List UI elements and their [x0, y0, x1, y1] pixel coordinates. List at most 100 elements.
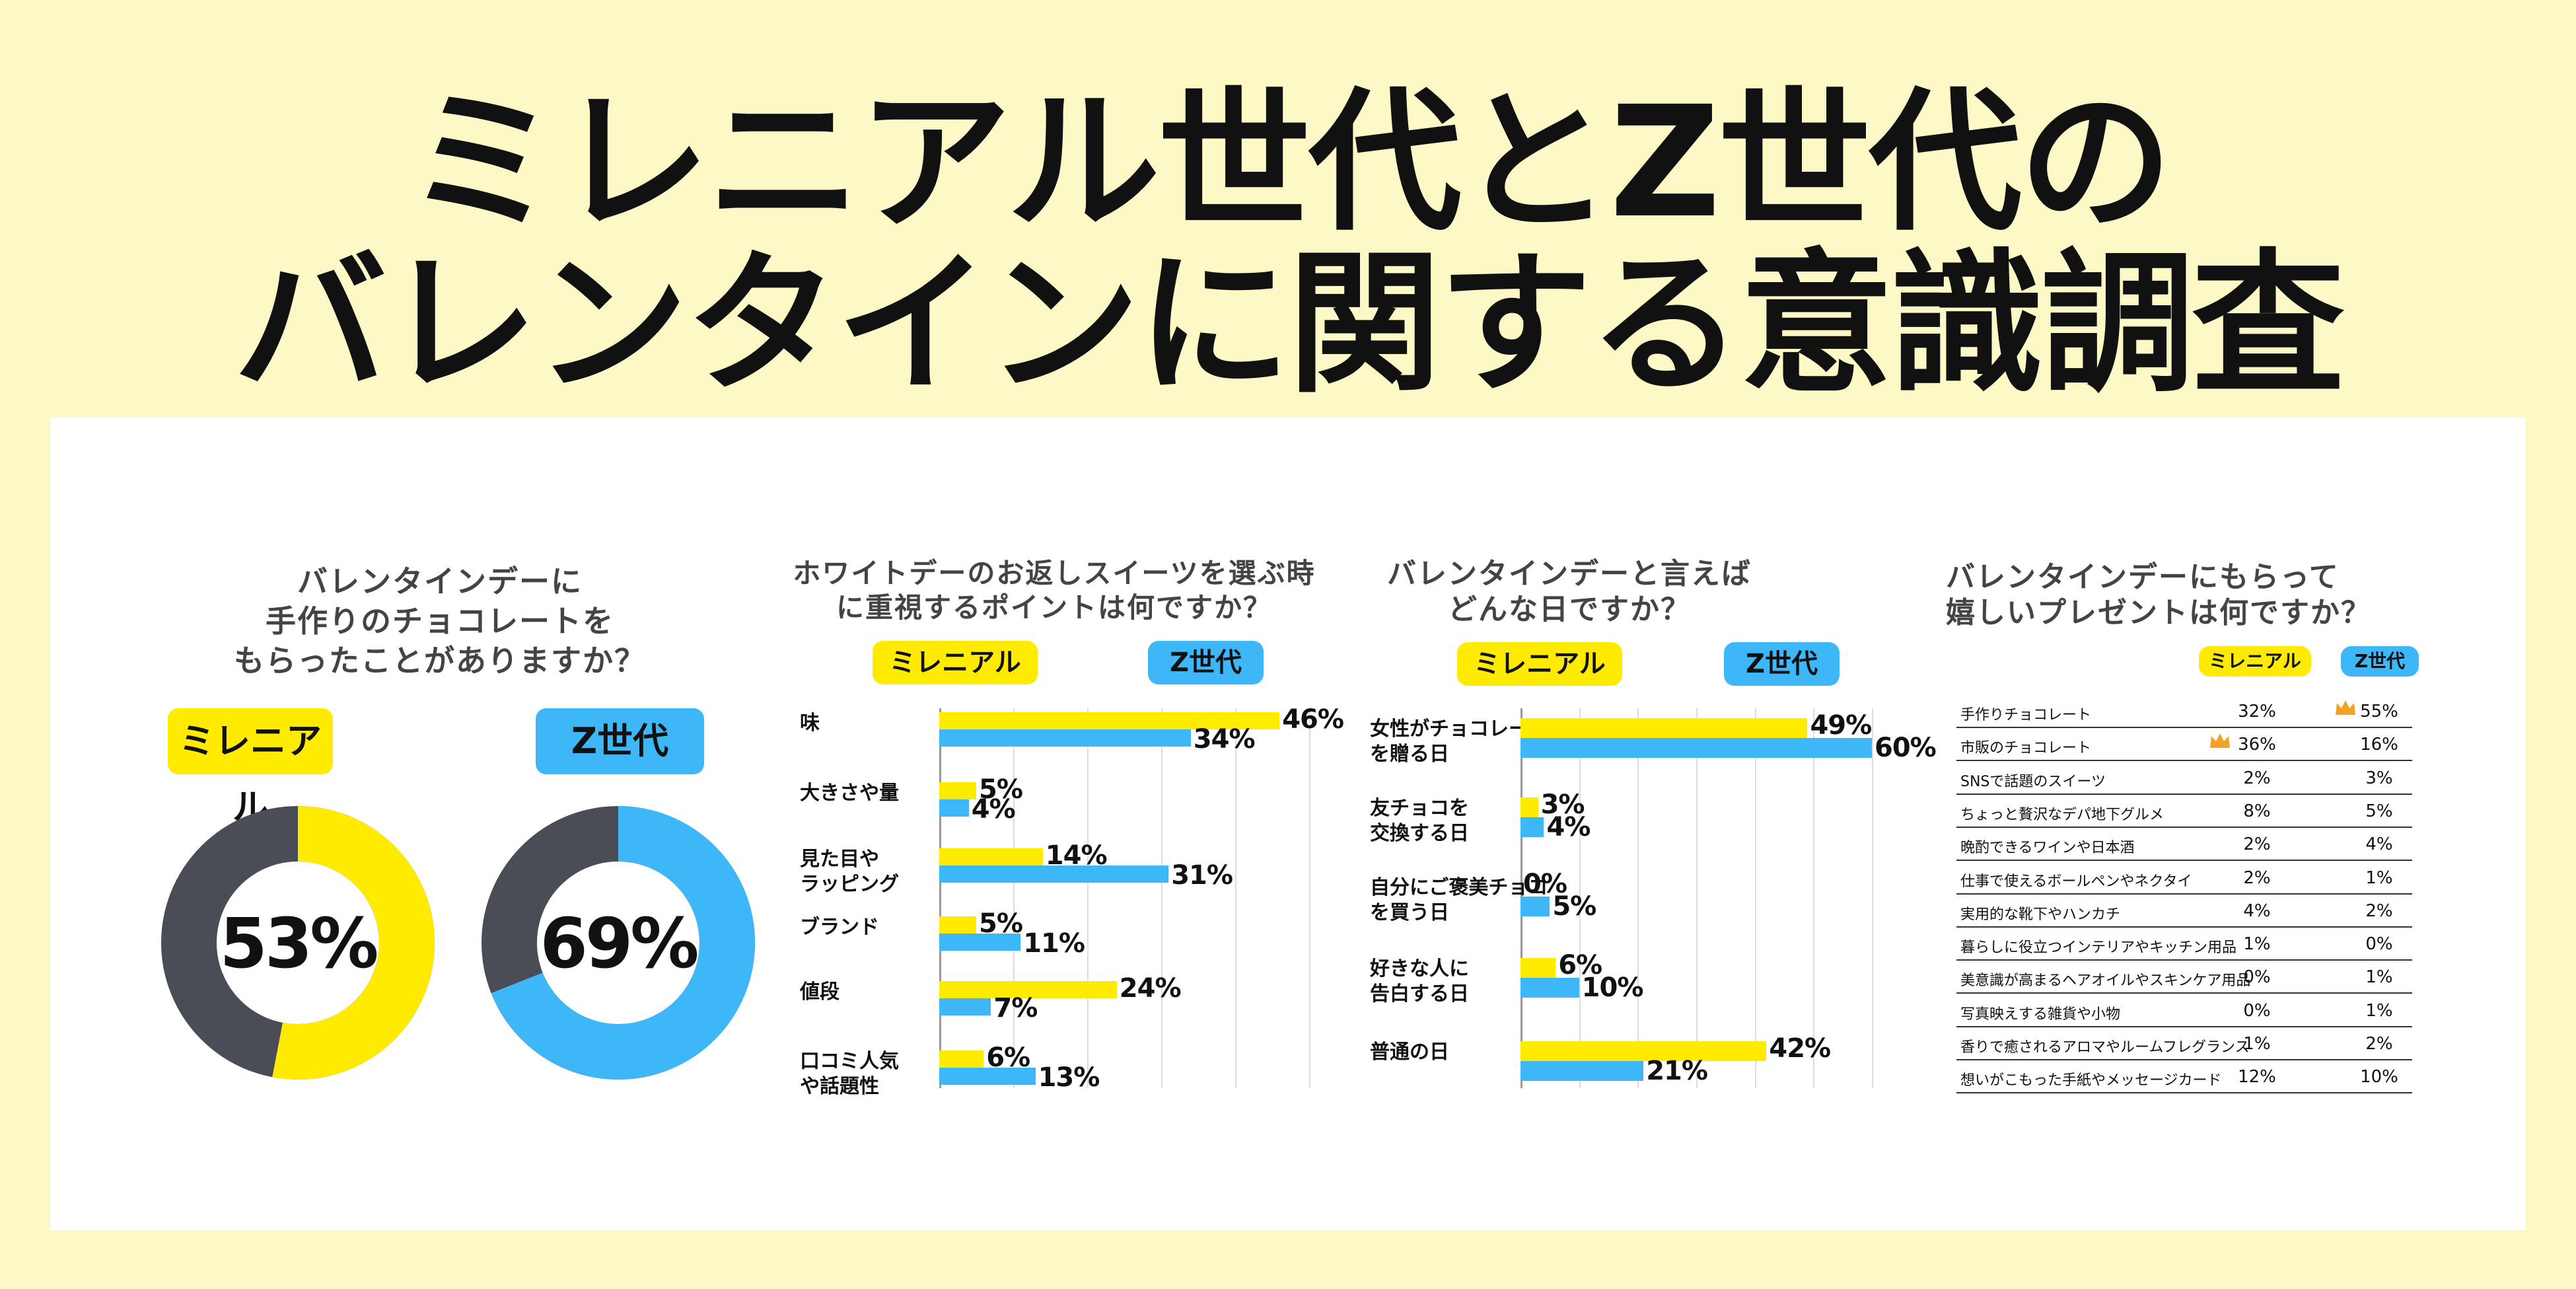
table-item-label: 実用的な靴下やハンカチ	[1960, 906, 2121, 923]
chart1-question-line3: もらったことがありますか？	[234, 643, 646, 679]
table-value-millennial: 8%	[2243, 801, 2271, 821]
table-item-label: 香りで癒されるアロマやルームフレグランス	[1960, 1039, 2250, 1056]
chart2-value-millennial: 6%	[986, 1043, 1030, 1073]
table-value-genz: 16%	[2360, 735, 2398, 755]
table-value-genz: 1%	[2365, 867, 2393, 888]
chart3-legend-millennial: ミレニアル	[1457, 642, 1622, 686]
table-row: 想いがこもった手紙やメッセージカード 12% 10%	[1956, 1059, 2412, 1094]
chart3-category-label: 女性がチョコレート を贈る日	[1370, 718, 1548, 766]
chart2-value-genz: 11%	[1023, 928, 1085, 959]
table-row: 香りで癒されるアロマやルームフレグランス 1% 2%	[1956, 1026, 2412, 1060]
table-value-genz: 1%	[2365, 967, 2393, 988]
chart4-question-line2: 嬉しいプレゼントは何ですか？	[1946, 596, 2371, 630]
chart2-value-genz: 31%	[1171, 860, 1233, 891]
table-row: 市販のチョコレート 36% 16%	[1956, 727, 2412, 762]
chart3-bar-millennial	[1521, 958, 1556, 978]
chart4-question: バレンタインデーにもらって 嬉しいプレゼントは何ですか？	[1946, 560, 2395, 631]
table-value-genz: 2%	[2365, 1034, 2393, 1054]
chart2-gridline	[1161, 708, 1163, 1088]
chart3-bar-genz	[1521, 817, 1544, 837]
table-item-label: 暮らしに役立つインテリアやキッチン用品	[1960, 939, 2237, 957]
chart2-bar-genz	[939, 799, 969, 817]
table-value-genz: 3%	[2365, 768, 2393, 788]
chart2-bar-millennial	[939, 712, 1280, 729]
chart2-question: ホワイトデーのお返しスイーツを選ぶ時 に重視するポイントは何ですか？	[770, 556, 1338, 625]
table-item-label: 想いがこもった手紙やメッセージカード	[1960, 1072, 2222, 1089]
chart3-bar-millennial	[1521, 1041, 1767, 1061]
donut-genz-label: 69%	[540, 903, 699, 984]
chart2-category-label: 値段	[800, 980, 840, 1004]
chart2-gridline	[1087, 708, 1089, 1088]
chart2-gridline	[1013, 708, 1015, 1088]
table-row: 手作りチョコレート 32% 55%	[1956, 694, 2412, 728]
chart3-gridline	[1696, 708, 1698, 1088]
chart3-value-genz: 10%	[1581, 973, 1644, 1003]
chart1-question-line1: バレンタインデーに	[297, 564, 583, 599]
table-value-millennial: 1%	[2243, 1034, 2271, 1054]
chart3-gridline	[1637, 708, 1639, 1088]
chart3-legend-genz: Z世代	[1724, 642, 1840, 686]
chart3-value-millennial: 42%	[1769, 1033, 1831, 1064]
crown-icon	[2209, 732, 2231, 749]
table-item-label: 仕事で使えるボールペンやネクタイ	[1960, 873, 2192, 890]
chart2-question-line1: ホワイトデーのお返しスイーツを選ぶ時	[793, 557, 1316, 589]
chart1-question: バレンタインデーに 手作りのチョコレートを もらったことがありますか？	[182, 562, 698, 681]
chart3-gridline	[1579, 708, 1581, 1088]
table-value-millennial: 4%	[2243, 901, 2271, 921]
chart3-gridline	[1813, 708, 1815, 1088]
chart2-value-genz: 34%	[1193, 724, 1256, 755]
table-value-genz: 5%	[2365, 801, 2393, 821]
chart2-question-line2: に重視するポイントは何ですか？	[836, 591, 1272, 624]
chart2-gridline	[939, 708, 941, 1088]
chart3-bar-genz	[1521, 897, 1550, 916]
chart2-value-millennial: 46%	[1282, 704, 1344, 735]
table-row: 写真映えする雑貨や小物 0% 1%	[1956, 993, 2412, 1027]
table-row: 実用的な靴下やハンカチ 4% 2%	[1956, 893, 2412, 928]
chart3-value-millennial: 0%	[1523, 869, 1567, 899]
chart3-bar-millennial	[1521, 718, 1808, 738]
chart3-value-millennial: 3%	[1540, 790, 1585, 820]
chart2-gridline	[1309, 708, 1310, 1088]
chart2-category-label: ブランド	[800, 916, 879, 939]
chart2-category-label: 口コミ人気 や話題性	[800, 1050, 899, 1098]
table-item-label: 美意識が高まるヘアオイルやスキンケア用品	[1960, 973, 2251, 990]
chart4-col-millennial: ミレニアル	[2199, 646, 2311, 677]
table-item-label: 市販のチョコレート	[1960, 740, 2092, 757]
chart3-category-label: 友チョコを 交換する日	[1370, 797, 1469, 845]
table-value-genz: 1%	[2365, 1000, 2393, 1021]
chart3-bar-millennial	[1521, 797, 1538, 817]
chart3-value-millennial: 49%	[1810, 710, 1872, 741]
chart2-value-genz: 13%	[1038, 1062, 1100, 1093]
crown-icon	[2334, 699, 2357, 716]
chart2-bar-genz	[939, 998, 991, 1015]
chart2-value-millennial: 5%	[979, 774, 1023, 805]
table-value-millennial: 2%	[2243, 867, 2271, 888]
chart2-bar-millennial	[939, 916, 976, 934]
chart1-legend-millennial: ミレニアル	[168, 708, 333, 828]
table-value-millennial: 2%	[2243, 834, 2271, 855]
table-value-millennial: 12%	[2238, 1067, 2276, 1087]
chart2-gridline	[1235, 708, 1236, 1088]
donut-genz	[482, 806, 755, 1080]
chart2-value-millennial: 14%	[1045, 840, 1108, 871]
chart3-category-label: 自分にご褒美チョコ を買う日	[1370, 876, 1548, 924]
chart4-col-genz: Z世代	[2341, 646, 2419, 677]
chart4-question-line1: バレンタインデーにもらって	[1946, 560, 2340, 594]
table-value-genz: 4%	[2365, 834, 2393, 855]
table-value-millennial: 32%	[2238, 702, 2276, 721]
table-value-genz: 0%	[2365, 934, 2393, 955]
chart3-bar-genz	[1521, 978, 1579, 998]
donut-millennial-label: 53%	[219, 903, 379, 984]
table-item-label: SNSで話題のスイーツ	[1960, 773, 2106, 790]
chart2-bar-genz	[939, 1068, 1036, 1085]
table-value-genz: 10%	[2360, 1067, 2398, 1087]
table-value-genz: 55%	[2360, 702, 2398, 721]
chart3-question-line2: どんな日ですか？	[1448, 593, 1691, 626]
chart2-category-label: 味	[800, 712, 820, 735]
chart2-bar-millennial	[939, 1050, 984, 1068]
chart2-legend-millennial: ミレニアル	[873, 641, 1038, 684]
chart3-value-genz: 4%	[1546, 812, 1591, 842]
donut-millennial-value-arc	[272, 806, 435, 1080]
chart3-value-millennial: 6%	[1558, 950, 1602, 980]
chart2-legend-genz: Z世代	[1148, 641, 1264, 684]
